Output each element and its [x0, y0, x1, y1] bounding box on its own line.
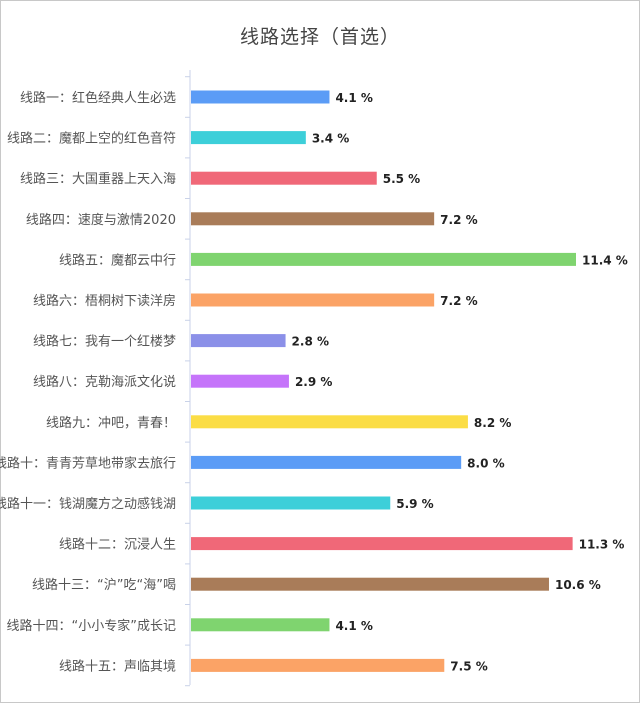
bar: [191, 577, 549, 591]
bar: [191, 537, 573, 551]
bar: [191, 658, 445, 672]
category-label: 线路十四：“小小专家”成长记: [7, 618, 176, 634]
value-label: 7.5 %: [450, 659, 487, 673]
category-label: 线路十：青青芳草地带家去旅行: [0, 455, 176, 471]
category-label: 线路十二：沉浸人生: [59, 537, 176, 553]
value-label: 8.0 %: [467, 456, 504, 470]
category-label: 线路十一：钱湖魔方之动感钱湖: [0, 496, 176, 512]
chart-title: 线路选择（首选）: [239, 26, 400, 48]
category-label: 线路二：魔都上空的红色音符: [7, 131, 176, 147]
bar: [191, 374, 289, 388]
bar: [191, 90, 330, 104]
value-label: 11.4 %: [582, 253, 628, 267]
category-label: 线路九：冲吧，青春！: [46, 415, 176, 431]
bar: [191, 334, 286, 348]
category-label: 线路一：红色经典人生必选: [20, 90, 176, 106]
category-label: 线路五：魔都云中行: [59, 252, 176, 268]
value-label: 8.2 %: [474, 416, 511, 430]
value-label: 2.8 %: [292, 335, 329, 349]
bar: [191, 252, 576, 266]
category-label: 线路十三：“沪”吃“海”喝: [32, 577, 176, 593]
value-label: 2.9 %: [295, 375, 332, 389]
value-label: 5.9 %: [396, 497, 433, 511]
bar: [191, 618, 330, 632]
bar: [191, 455, 462, 469]
category-label: 线路六：梧桐树下读洋房: [33, 293, 176, 309]
value-label: 10.6 %: [555, 578, 601, 592]
category-label: 线路七：我有一个红楼梦: [33, 334, 176, 350]
value-label: 4.1 %: [335, 91, 372, 105]
value-label: 4.1 %: [335, 619, 372, 633]
category-label: 线路四：速度与激情2020: [26, 212, 176, 228]
value-label: 7.2 %: [440, 294, 477, 308]
bar: [191, 293, 435, 307]
bar: [191, 496, 391, 510]
bar: [191, 212, 435, 226]
category-label: 线路十五：声临其境: [59, 658, 176, 674]
bar: [191, 415, 468, 429]
value-label: 3.4 %: [312, 132, 349, 146]
bar: [191, 171, 377, 185]
category-label: 线路八：克勒海派文化说: [33, 374, 176, 390]
value-label: 5.5 %: [383, 172, 420, 186]
value-label: 11.3 %: [579, 538, 625, 552]
value-label: 7.2 %: [440, 213, 477, 227]
category-label: 线路三：大国重器上天入海: [20, 171, 176, 187]
bar: [191, 131, 306, 145]
